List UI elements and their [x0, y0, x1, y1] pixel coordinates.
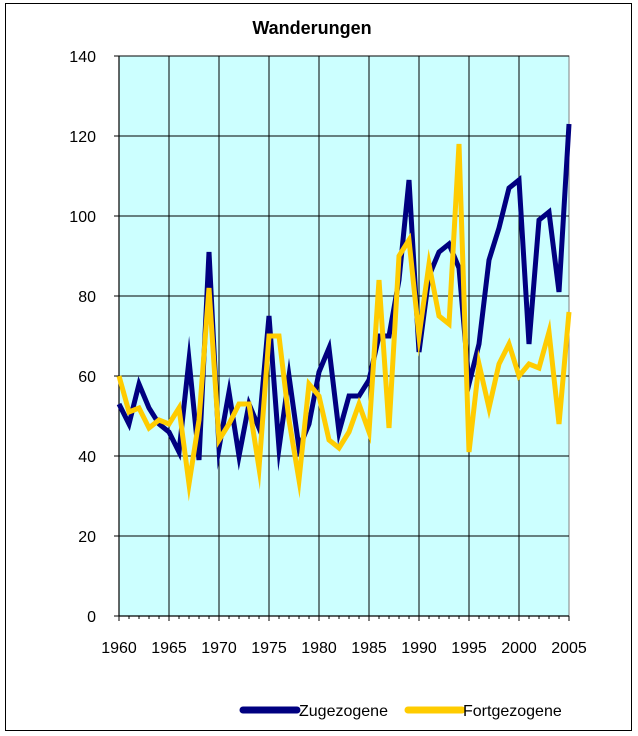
x-tick-label: 1975	[251, 640, 287, 657]
y-tick-label: 100	[69, 209, 96, 226]
x-tick-label: 1990	[401, 640, 437, 657]
series-line-fortgezogene	[116, 143, 572, 502]
y-tick-label: 20	[78, 529, 96, 546]
x-tick-label: 2005	[551, 640, 587, 657]
y-tick-label: 0	[87, 609, 96, 626]
legend: Zugezogene Fortgezogene	[239, 703, 562, 720]
chart-title: Wanderungen	[252, 18, 371, 38]
plot-area	[118, 55, 570, 617]
series-lines	[116, 123, 572, 502]
axes: 0 20 40 60 80 100 120 140 1960 1965 1970 1975 1980 19…	[69, 49, 587, 657]
y-tick-label: 120	[69, 129, 96, 146]
y-tick-label: 80	[78, 289, 96, 306]
y-tick-label: 140	[69, 49, 96, 66]
x-tick-label: 1995	[451, 640, 487, 657]
y-tick-label: 40	[78, 449, 96, 466]
series-line-zugezogene	[116, 123, 572, 472]
x-tick-label: 1970	[201, 640, 237, 657]
x-tick-label: 1965	[151, 640, 187, 657]
x-tick-label: 2000	[501, 640, 537, 657]
y-tick-label: 60	[78, 369, 96, 386]
x-tick-label: 1980	[301, 640, 337, 657]
legend-label-fortgezogene: Fortgezogene	[463, 703, 562, 720]
x-tick-label: 1985	[351, 640, 387, 657]
legend-label-zugezogene: Zugezogene	[299, 703, 388, 720]
x-tick-label: 1960	[101, 640, 137, 657]
